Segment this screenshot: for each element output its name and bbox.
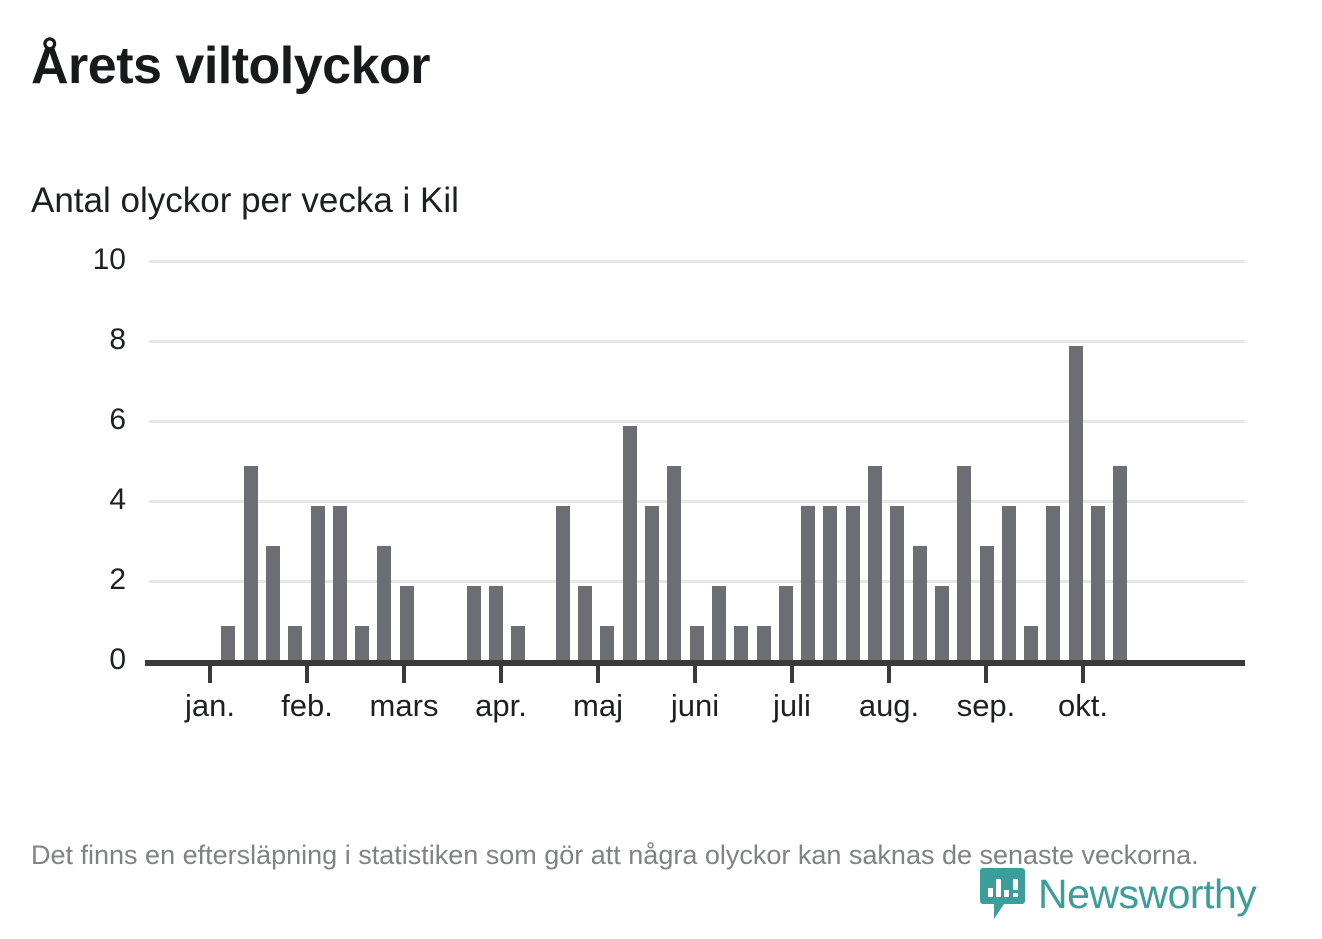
- gridline: [149, 420, 1245, 423]
- bar: [1046, 506, 1061, 666]
- bar: [310, 506, 325, 666]
- x-axis-tick: [402, 666, 406, 683]
- x-axis-tick-label: juli: [773, 688, 811, 723]
- x-axis-tick: [693, 666, 697, 683]
- x-axis-tick: [596, 666, 600, 683]
- bar: [756, 626, 771, 666]
- y-axis-tick-label: 2: [109, 563, 126, 596]
- y-axis-tick-label: 0: [109, 643, 126, 676]
- gridlines: 0 2 4 6 8 10: [0, 245, 1322, 680]
- x-axis-tick: [984, 666, 988, 683]
- x-axis-tick-label: maj: [573, 688, 623, 723]
- bar: [355, 626, 370, 666]
- bar: [823, 506, 838, 666]
- bar: [265, 546, 280, 666]
- bar: [711, 586, 726, 666]
- x-axis-line: [145, 660, 1245, 666]
- bar: [1001, 506, 1016, 666]
- bar: [555, 506, 570, 666]
- x-axis-tick: [499, 666, 503, 683]
- newsworthy-logo: Newsworthy: [980, 868, 1257, 920]
- bar: [221, 626, 236, 666]
- newsworthy-bars-bubble-icon: [980, 868, 1025, 920]
- bar: [890, 506, 905, 666]
- footnote: Det finns en eftersläpning i statistiken…: [31, 840, 1199, 870]
- bar: [1091, 506, 1105, 666]
- bar: [667, 466, 682, 666]
- bar: [488, 586, 503, 666]
- bar: [288, 626, 303, 666]
- bar: [912, 546, 927, 666]
- x-axis-tick: [1081, 666, 1085, 683]
- x-axis-tick-label: juni: [670, 688, 720, 723]
- bar: [778, 586, 793, 666]
- page-title: Årets viltolyckor: [31, 37, 431, 95]
- x-axis-tick-label: aug.: [858, 688, 920, 723]
- x-axis-tick: [887, 666, 891, 683]
- x-axis-tick: [305, 666, 309, 683]
- bar: [1113, 466, 1128, 666]
- x-axis-tick-label: feb.: [281, 688, 333, 723]
- y-axis-tick-label: 8: [109, 323, 126, 356]
- bar: [332, 506, 347, 666]
- bar: [1024, 626, 1039, 666]
- gridline: [149, 580, 1245, 583]
- bar: [466, 586, 481, 666]
- x-axis-tick: [208, 666, 212, 683]
- chart-subtitle: Antal olyckor per vecka i Kil: [31, 181, 459, 220]
- y-axis-tick-label: 6: [109, 403, 126, 436]
- gridline: [149, 340, 1245, 343]
- bar: [979, 546, 994, 666]
- bar: [1068, 346, 1083, 666]
- bar: [399, 586, 414, 666]
- x-axis-tick-label: mars: [369, 688, 439, 723]
- bar: [689, 626, 704, 666]
- bar: [243, 466, 258, 666]
- bar: [868, 466, 882, 666]
- gridline: [149, 500, 1245, 503]
- x-axis-tick: [790, 666, 794, 683]
- bar: [377, 546, 392, 666]
- bar: [622, 426, 637, 666]
- bar: [934, 586, 949, 666]
- x-axis-tick-label: jan.: [185, 688, 235, 723]
- plot-area: 0 2 4 6 8 10 jan. feb. mars apr. maj juni juli aug. s…: [0, 245, 1322, 721]
- bar: [734, 626, 749, 666]
- bar: [578, 586, 593, 666]
- bar: [801, 506, 816, 666]
- gridline: [149, 260, 1245, 263]
- brand-name: Newsworthy: [1038, 870, 1257, 917]
- x-axis-tick-label: sep.: [956, 688, 1016, 723]
- bar: [645, 506, 659, 666]
- bar: [600, 626, 615, 666]
- bar: [511, 626, 526, 666]
- x-axis-tick-label: okt.: [1058, 688, 1108, 723]
- y-axis-tick-label: 4: [109, 483, 126, 516]
- bar: [845, 506, 860, 666]
- x-axis-tick-label: apr.: [475, 688, 527, 723]
- bar: [957, 466, 972, 666]
- y-axis-tick-label: 10: [92, 243, 126, 276]
- bar-series: [149, 260, 1245, 666]
